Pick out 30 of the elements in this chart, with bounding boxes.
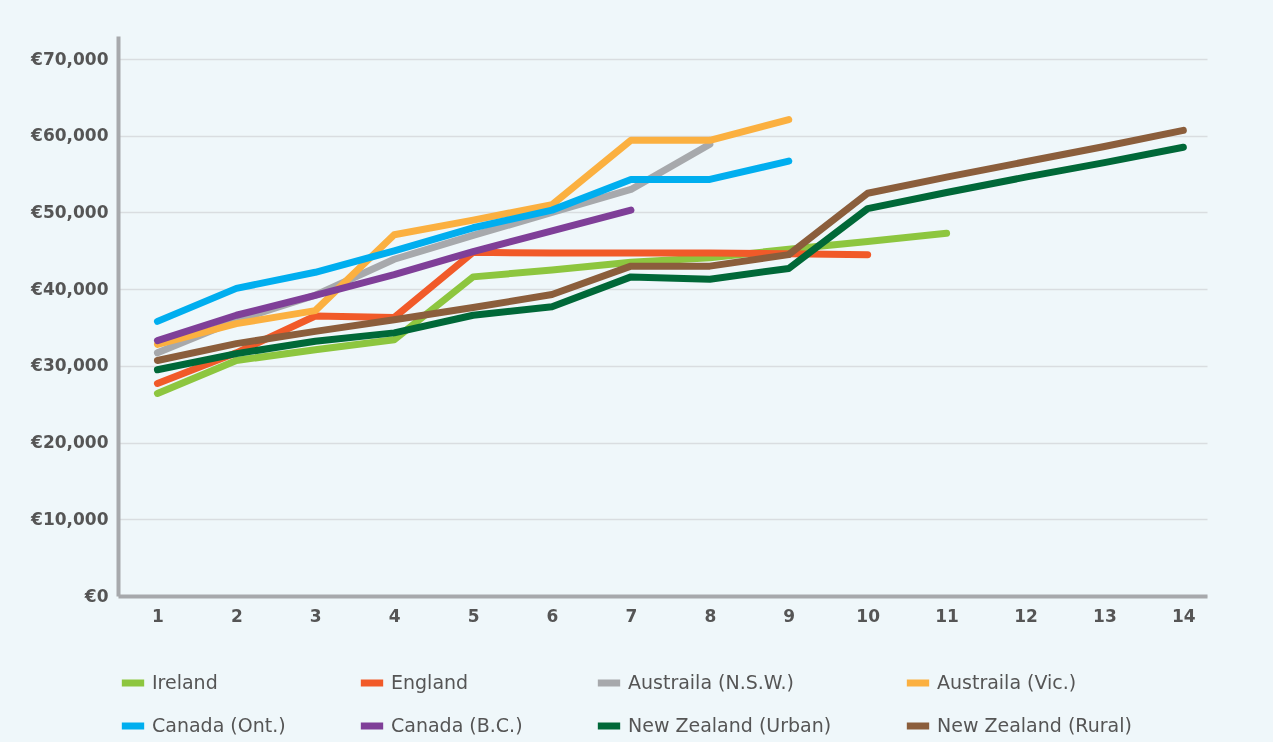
- legend-label: New Zealand (Rural): [937, 714, 1132, 736]
- x-tick-label: 7: [625, 605, 638, 626]
- x-tick-label: 11: [935, 605, 959, 626]
- x-tick-label: 3: [309, 605, 322, 626]
- x-tick-label: 4: [388, 605, 401, 626]
- x-tick-label: 2: [230, 605, 243, 626]
- legend-label: Ireland: [152, 671, 218, 693]
- legend-label: Austraila (Vic.): [937, 671, 1077, 693]
- x-tick-label: 14: [1171, 605, 1196, 626]
- y-tick-label: €70,000: [30, 48, 109, 69]
- y-tick-label: €20,000: [30, 432, 109, 453]
- legend-label: England: [391, 671, 469, 693]
- y-tick-label: €50,000: [30, 201, 109, 222]
- legend-label: Canada (B.C.): [391, 714, 523, 736]
- y-tick-label: €10,000: [30, 508, 109, 529]
- x-tick-label: 5: [467, 605, 480, 626]
- x-tick-label: 9: [783, 605, 796, 626]
- y-tick-label: €0: [83, 585, 109, 606]
- x-tick-label: 8: [704, 605, 717, 626]
- x-tick-label: 1: [152, 605, 164, 626]
- x-tick-label: 13: [1093, 605, 1117, 626]
- legend-label: Canada (Ont.): [152, 714, 286, 736]
- x-tick-label: 6: [546, 605, 559, 626]
- legend-label: New Zealand (Urban): [628, 714, 832, 736]
- y-tick-label: €40,000: [30, 278, 109, 299]
- y-tick-label: €30,000: [30, 355, 109, 376]
- x-tick-label: 12: [1014, 605, 1038, 626]
- y-tick-label: €60,000: [30, 125, 109, 146]
- x-tick-label: 10: [856, 605, 881, 626]
- legend-label: Austraila (N.S.W.): [628, 671, 794, 693]
